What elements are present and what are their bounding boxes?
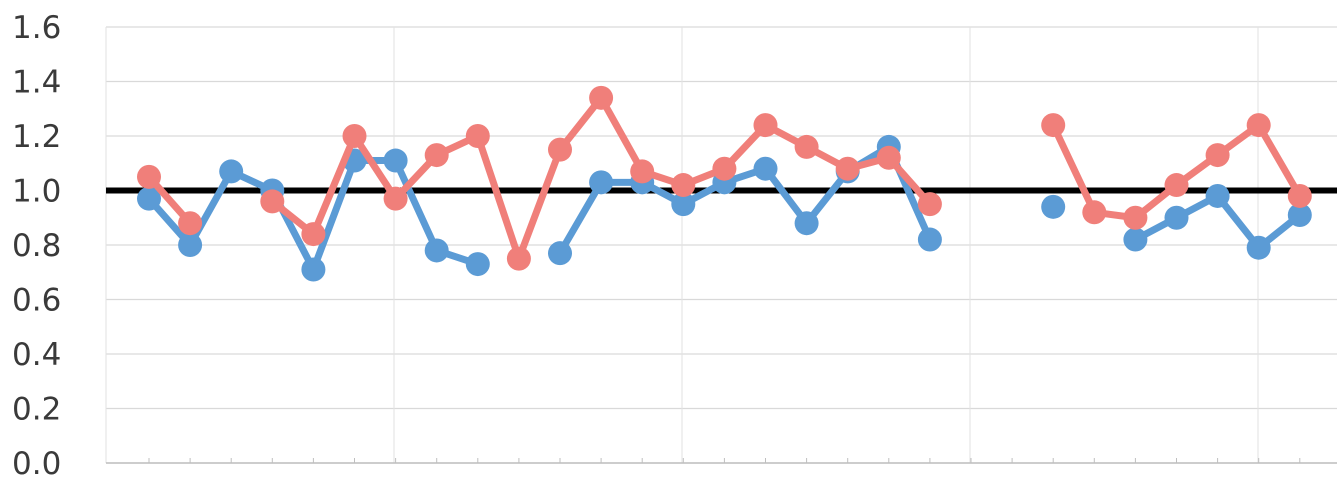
series-2-segment (1049, 121, 1098, 216)
series-1-point (1041, 194, 1066, 219)
series-2-point (753, 113, 778, 138)
series-layer (137, 85, 1312, 282)
series-2-point (301, 222, 326, 247)
series-1-point (1246, 235, 1271, 260)
series-1-point (671, 192, 696, 217)
series-2-point (383, 186, 408, 211)
series-1-point (219, 159, 244, 184)
series-2-point (465, 124, 490, 148)
series-1-segment (392, 157, 441, 254)
series-2-point (260, 189, 285, 214)
series-1-point (424, 238, 449, 263)
series-1-segment (186, 167, 235, 249)
series-1-point (753, 156, 778, 181)
series-2-point (835, 156, 860, 181)
series-1-point (917, 227, 942, 252)
series-1-point (589, 170, 614, 195)
gridlines (105, 26, 1337, 464)
x-axis (106, 458, 1337, 464)
series-2-point (1164, 173, 1189, 198)
series-2-point (1041, 113, 1066, 138)
series-1-segment (309, 157, 358, 274)
series-2-point (876, 145, 901, 170)
series-1-point (301, 257, 326, 282)
series-2-point (1205, 143, 1230, 168)
series-2-point (506, 246, 531, 271)
series-1-point (1205, 183, 1230, 208)
y-tick-label: 0.6 (12, 283, 61, 319)
series-2-point (1246, 113, 1271, 138)
series-2-point (1287, 183, 1312, 208)
series-2-point (671, 173, 696, 198)
series-1-point (794, 211, 819, 236)
y-axis-tick-labels: 0.0 0.2 0.4 0.6 0.8 1.0 1.2 1.4 1.6 (12, 10, 61, 479)
series-2 (137, 85, 1312, 271)
series-1-point (1164, 205, 1189, 230)
series-2-point (424, 143, 449, 168)
series-2-segment (474, 132, 523, 263)
series-2-point (548, 137, 572, 162)
series-2-point (1082, 200, 1107, 225)
series-2-point (137, 164, 161, 189)
y-tick-label: 1.0 (12, 174, 61, 210)
series-2-segment (515, 146, 564, 263)
series-1-segment (556, 178, 605, 257)
y-tick-label: 1.4 (12, 65, 61, 101)
y-tick-label: 1.2 (12, 119, 61, 155)
series-1-point (465, 252, 490, 277)
series-1-point (548, 241, 572, 266)
y-tick-label: 1.6 (12, 10, 61, 46)
series-2-segment (597, 94, 646, 175)
series-1-point (137, 186, 161, 211)
series-2-point (342, 124, 367, 148)
series-2-point (794, 134, 819, 159)
series-1-point (383, 148, 408, 173)
y-tick-label: 0.4 (12, 337, 61, 373)
series-2-point (1123, 205, 1148, 230)
series-2-segment (1255, 121, 1304, 200)
series-1-point (1123, 227, 1148, 252)
y-tick-label: 0.8 (12, 228, 61, 264)
series-2-point (589, 85, 614, 110)
series-1-point (1287, 203, 1312, 228)
series-2-point (712, 156, 737, 181)
series-1-point (178, 233, 203, 257)
series-2-segment (351, 132, 400, 203)
series-2-point (178, 211, 203, 236)
series-2-point (630, 159, 655, 184)
series-2-point (917, 192, 942, 217)
y-tick-label: 0.2 (12, 392, 61, 428)
series-2-segment (309, 132, 358, 238)
y-tick-label: 0.0 (12, 446, 61, 479)
